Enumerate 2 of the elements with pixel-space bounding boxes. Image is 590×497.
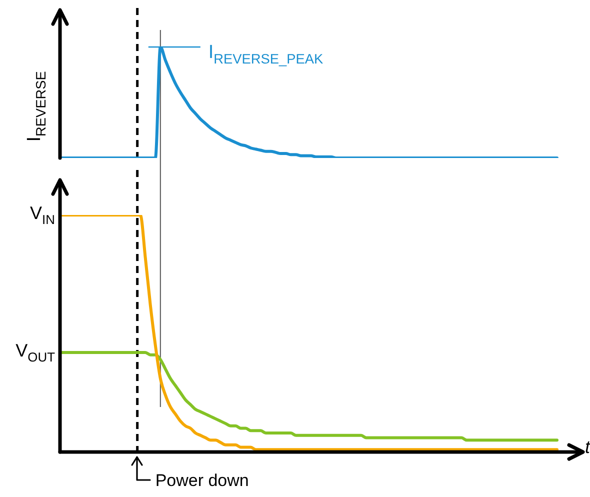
y-axis-title: IREVERSE <box>24 71 48 142</box>
text: Power down <box>155 471 249 490</box>
